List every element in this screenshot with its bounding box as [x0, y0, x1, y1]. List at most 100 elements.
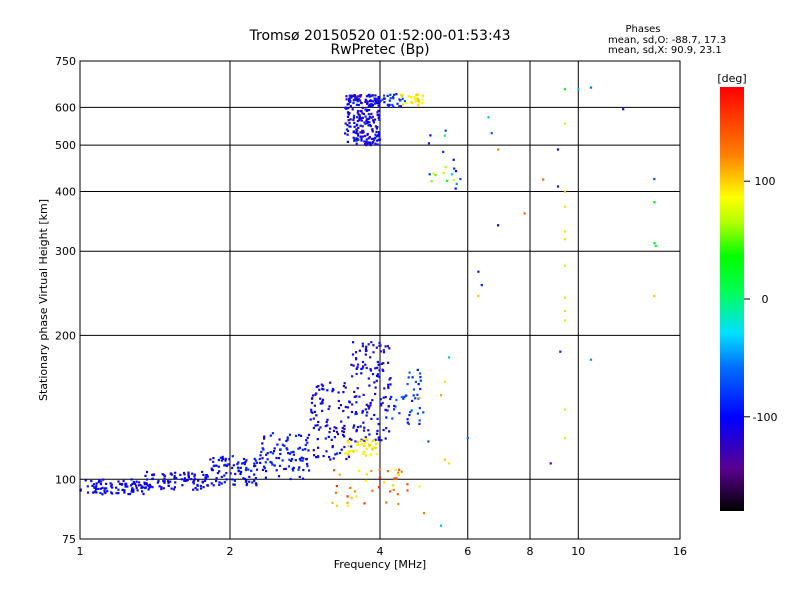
data-point — [115, 486, 118, 489]
data-point — [202, 486, 205, 489]
data-point — [255, 461, 259, 464]
data-point — [170, 487, 173, 490]
data-point — [321, 409, 324, 412]
data-point — [355, 128, 358, 131]
data-point — [110, 483, 113, 486]
data-point — [201, 470, 204, 473]
data-point — [285, 440, 288, 443]
data-point — [329, 427, 332, 430]
data-point — [351, 353, 355, 356]
data-point — [374, 438, 377, 441]
data-point — [346, 115, 350, 118]
data-point — [346, 495, 349, 498]
data-point — [442, 150, 445, 153]
data-point — [364, 115, 367, 118]
data-point — [355, 412, 358, 415]
data-point — [320, 383, 323, 386]
data-point — [386, 103, 389, 106]
data-point — [412, 388, 416, 391]
data-point — [447, 356, 451, 359]
data-point — [563, 437, 567, 440]
data-point — [563, 205, 567, 208]
data-point — [366, 100, 369, 103]
data-point — [408, 371, 411, 374]
data-point — [264, 476, 267, 479]
data-point — [348, 121, 351, 125]
data-point — [163, 480, 166, 483]
data-point — [122, 479, 125, 483]
data-point — [324, 425, 327, 428]
data-point — [357, 103, 360, 107]
data-point — [253, 473, 256, 476]
data-point — [356, 98, 359, 101]
data-point — [364, 100, 367, 104]
data-point — [365, 118, 368, 121]
data-point — [314, 424, 317, 427]
data-point — [289, 477, 292, 481]
data-point — [355, 137, 358, 140]
data-point — [453, 167, 456, 170]
data-point — [224, 457, 227, 460]
data-point — [412, 394, 415, 397]
data-point — [370, 341, 373, 344]
data-point — [414, 97, 417, 100]
data-point — [229, 472, 232, 475]
data-point — [325, 450, 328, 453]
data-point — [196, 484, 199, 487]
x-tick-label: 10 — [571, 545, 585, 558]
data-point — [356, 387, 359, 390]
data-point — [379, 398, 382, 401]
data-point — [95, 484, 98, 487]
data-point — [412, 96, 415, 99]
data-point — [193, 478, 196, 482]
data-point — [369, 453, 372, 456]
data-point — [399, 99, 402, 102]
data-point — [157, 479, 160, 483]
data-point — [223, 481, 226, 484]
data-point — [94, 486, 97, 489]
data-point — [352, 114, 356, 117]
data-point — [92, 483, 95, 486]
data-point — [278, 438, 281, 441]
data-point — [371, 100, 374, 103]
data-point — [419, 376, 422, 379]
data-point — [218, 470, 221, 473]
data-point — [377, 104, 380, 107]
data-point — [372, 121, 375, 124]
colorbar-label: [deg] — [717, 72, 746, 85]
data-point — [151, 477, 154, 480]
data-point — [337, 407, 341, 410]
data-point — [139, 484, 142, 487]
data-point — [375, 135, 378, 138]
data-point — [292, 450, 295, 453]
data-point — [356, 132, 359, 135]
data-point — [365, 349, 368, 352]
data-point — [129, 492, 132, 496]
data-point — [355, 449, 358, 452]
data-point — [354, 411, 358, 414]
data-point — [346, 129, 350, 132]
data-point — [334, 491, 338, 494]
data-point — [94, 488, 98, 491]
data-point — [364, 438, 367, 441]
data-point — [219, 456, 222, 459]
data-point — [347, 450, 350, 453]
data-point — [126, 485, 129, 488]
data-point — [272, 450, 276, 453]
phases-x-mode-stats: mean, sd,X: 90.9, 23.1 — [608, 45, 722, 56]
data-point — [332, 457, 335, 460]
data-point — [255, 468, 259, 471]
data-point — [317, 420, 320, 424]
data-point — [385, 416, 388, 419]
data-point — [316, 424, 319, 427]
data-point — [356, 366, 359, 369]
data-point — [375, 452, 378, 455]
data-point — [352, 94, 356, 97]
data-point — [288, 452, 292, 455]
data-point — [245, 466, 248, 470]
data-point — [97, 481, 100, 484]
data-point — [388, 99, 391, 102]
data-point — [377, 100, 380, 103]
data-point — [359, 135, 362, 138]
data-point — [247, 468, 250, 471]
